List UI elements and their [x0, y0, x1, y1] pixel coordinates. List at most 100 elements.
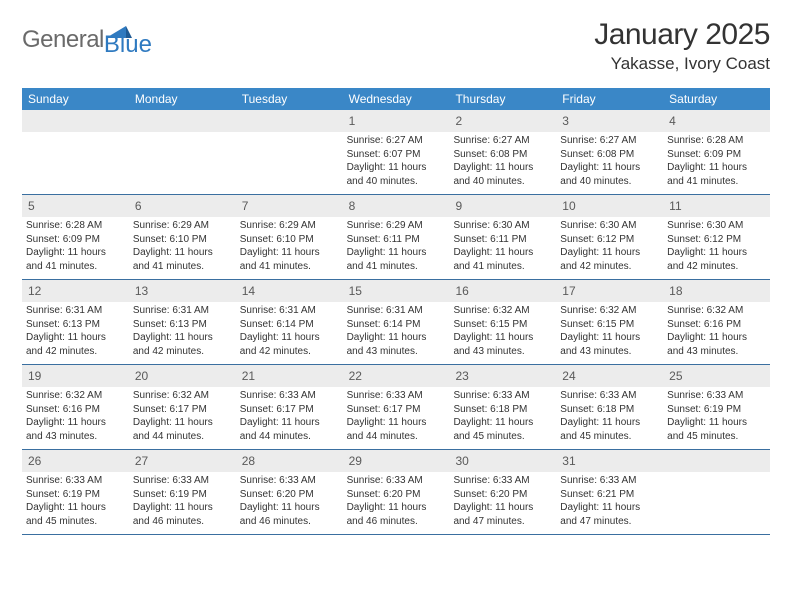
day-info: Sunrise: 6:33 AMSunset: 6:19 PMDaylight:…: [26, 474, 125, 528]
page-title: January 2025: [594, 18, 770, 52]
day-number: 21: [242, 369, 255, 383]
day-info: Sunrise: 6:32 AMSunset: 6:15 PMDaylight:…: [560, 304, 659, 358]
day-number: 7: [242, 199, 249, 213]
week-row: 1 Sunrise: 6:27 AMSunset: 6:07 PMDaylight…: [22, 110, 770, 195]
day-cell: 31 Sunrise: 6:33 AMSunset: 6:21 PMDayligh…: [556, 450, 663, 534]
day-cell: 5Sunrise: 6:28 AMSunset: 6:09 PMDaylight…: [22, 195, 129, 279]
day-info: Sunrise: 6:27 AMSunset: 6:08 PMDaylight:…: [453, 134, 552, 188]
day-cell: 21 Sunrise: 6:33 AMSunset: 6:17 PMDayligh…: [236, 365, 343, 449]
day-cell: 18 Sunrise: 6:32 AMSunset: 6:16 PMDayligh…: [663, 280, 770, 364]
day-number: 11: [669, 199, 681, 213]
day-header: Tuesday: [236, 88, 343, 110]
day-cell: 25 Sunrise: 6:33 AMSunset: 6:19 PMDayligh…: [663, 365, 770, 449]
day-header: Sunday: [22, 88, 129, 110]
day-cell: 24Sunrise: 6:33 AMSunset: 6:18 PMDayligh…: [556, 365, 663, 449]
header: General Blue January 2025 Yakasse, Ivory…: [22, 18, 770, 74]
day-info: Sunrise: 6:29 AMSunset: 6:10 PMDaylight:…: [240, 219, 339, 273]
day-header: Wednesday: [343, 88, 450, 110]
day-info: Sunrise: 6:30 AMSunset: 6:12 PMDaylight:…: [560, 219, 659, 273]
day-cell: [22, 110, 129, 194]
day-number: 17: [562, 284, 575, 298]
day-info: Sunrise: 6:28 AMSunset: 6:09 PMDaylight:…: [26, 219, 125, 273]
day-cell: [663, 450, 770, 534]
day-cell: 15 Sunrise: 6:31 AMSunset: 6:14 PMDayligh…: [343, 280, 450, 364]
day-cell: 1 Sunrise: 6:27 AMSunset: 6:07 PMDaylight…: [343, 110, 450, 194]
week-row: 12 Sunrise: 6:31 AMSunset: 6:13 PMDayligh…: [22, 280, 770, 365]
day-info: Sunrise: 6:27 AMSunset: 6:08 PMDaylight:…: [560, 134, 659, 188]
day-info: Sunrise: 6:31 AMSunset: 6:13 PMDaylight:…: [26, 304, 125, 358]
day-info: Sunrise: 6:33 AMSunset: 6:19 PMDaylight:…: [667, 389, 766, 443]
day-cell: 2 Sunrise: 6:27 AMSunset: 6:08 PMDaylight…: [449, 110, 556, 194]
day-number: 14: [242, 284, 255, 298]
day-number: 6: [135, 199, 142, 213]
day-info: Sunrise: 6:32 AMSunset: 6:16 PMDaylight:…: [667, 304, 766, 358]
day-cell: 7 Sunrise: 6:29 AMSunset: 6:10 PMDaylight…: [236, 195, 343, 279]
day-number: 1: [349, 114, 356, 128]
day-info: Sunrise: 6:30 AMSunset: 6:12 PMDaylight:…: [667, 219, 766, 273]
day-number: 23: [455, 369, 468, 383]
day-number: 4: [669, 114, 676, 128]
day-number: 18: [669, 284, 682, 298]
day-number: 16: [455, 284, 468, 298]
day-number: 20: [135, 369, 148, 383]
day-info: Sunrise: 6:31 AMSunset: 6:14 PMDaylight:…: [240, 304, 339, 358]
page-subtitle: Yakasse, Ivory Coast: [594, 54, 770, 74]
day-cell: 28Sunrise: 6:33 AMSunset: 6:20 PMDayligh…: [236, 450, 343, 534]
day-info: Sunrise: 6:32 AMSunset: 6:17 PMDaylight:…: [133, 389, 232, 443]
day-cell: 3 Sunrise: 6:27 AMSunset: 6:08 PMDaylight…: [556, 110, 663, 194]
day-number: 27: [135, 454, 148, 468]
day-number: 19: [28, 369, 41, 383]
day-header: Saturday: [663, 88, 770, 110]
day-number: 31: [562, 454, 575, 468]
day-cell: 6 Sunrise: 6:29 AMSunset: 6:10 PMDaylight…: [129, 195, 236, 279]
logo: General Blue: [22, 24, 152, 56]
day-cell: 10 Sunrise: 6:30 AMSunset: 6:12 PMDayligh…: [556, 195, 663, 279]
day-number: 29: [349, 454, 362, 468]
day-cell: 30 Sunrise: 6:33 AMSunset: 6:20 PMDayligh…: [449, 450, 556, 534]
day-number: 15: [349, 284, 362, 298]
day-cell: 16 Sunrise: 6:32 AMSunset: 6:15 PMDayligh…: [449, 280, 556, 364]
week-row: 26Sunrise: 6:33 AMSunset: 6:19 PMDayligh…: [22, 450, 770, 535]
day-number: 10: [562, 199, 575, 213]
calendar: SundayMondayTuesdayWednesdayThursdayFrid…: [22, 88, 770, 535]
day-cell: 19 Sunrise: 6:32 AMSunset: 6:16 PMDayligh…: [22, 365, 129, 449]
day-cell: 8Sunrise: 6:29 AMSunset: 6:11 PMDaylight…: [343, 195, 450, 279]
day-number: 22: [349, 369, 362, 383]
day-cell: 26Sunrise: 6:33 AMSunset: 6:19 PMDayligh…: [22, 450, 129, 534]
day-number: 24: [562, 369, 575, 383]
day-header: Thursday: [449, 88, 556, 110]
day-info: Sunrise: 6:29 AMSunset: 6:11 PMDaylight:…: [347, 219, 446, 273]
day-number: 3: [562, 114, 569, 128]
day-cell: [129, 110, 236, 194]
day-info: Sunrise: 6:29 AMSunset: 6:10 PMDaylight:…: [133, 219, 232, 273]
day-info: Sunrise: 6:33 AMSunset: 6:17 PMDaylight:…: [347, 389, 446, 443]
day-info: Sunrise: 6:33 AMSunset: 6:17 PMDaylight:…: [240, 389, 339, 443]
day-cell: 4Sunrise: 6:28 AMSunset: 6:09 PMDaylight…: [663, 110, 770, 194]
week-row: 19 Sunrise: 6:32 AMSunset: 6:16 PMDayligh…: [22, 365, 770, 450]
day-cell: 23 Sunrise: 6:33 AMSunset: 6:18 PMDayligh…: [449, 365, 556, 449]
day-info: Sunrise: 6:27 AMSunset: 6:07 PMDaylight:…: [347, 134, 446, 188]
day-number: 12: [28, 284, 41, 298]
day-info: Sunrise: 6:33 AMSunset: 6:21 PMDaylight:…: [560, 474, 659, 528]
day-info: Sunrise: 6:33 AMSunset: 6:20 PMDaylight:…: [347, 474, 446, 528]
day-cell: 20 Sunrise: 6:32 AMSunset: 6:17 PMDayligh…: [129, 365, 236, 449]
day-number: 2: [455, 114, 462, 128]
day-header-row: SundayMondayTuesdayWednesdayThursdayFrid…: [22, 88, 770, 110]
day-cell: 29 Sunrise: 6:33 AMSunset: 6:20 PMDayligh…: [343, 450, 450, 534]
day-cell: 22 Sunrise: 6:33 AMSunset: 6:17 PMDayligh…: [343, 365, 450, 449]
day-info: Sunrise: 6:33 AMSunset: 6:20 PMDaylight:…: [453, 474, 552, 528]
day-info: Sunrise: 6:32 AMSunset: 6:15 PMDaylight:…: [453, 304, 552, 358]
day-info: Sunrise: 6:33 AMSunset: 6:20 PMDaylight:…: [240, 474, 339, 528]
day-info: Sunrise: 6:32 AMSunset: 6:16 PMDaylight:…: [26, 389, 125, 443]
week-row: 5Sunrise: 6:28 AMSunset: 6:09 PMDaylight…: [22, 195, 770, 280]
day-number: 25: [669, 369, 682, 383]
day-header: Monday: [129, 88, 236, 110]
day-cell: 17 Sunrise: 6:32 AMSunset: 6:15 PMDayligh…: [556, 280, 663, 364]
day-number: 30: [455, 454, 468, 468]
day-info: Sunrise: 6:31 AMSunset: 6:14 PMDaylight:…: [347, 304, 446, 358]
day-cell: 13Sunrise: 6:31 AMSunset: 6:13 PMDayligh…: [129, 280, 236, 364]
day-cell: 11 Sunrise: 6:30 AMSunset: 6:12 PMDayligh…: [663, 195, 770, 279]
logo-text-general: General: [22, 26, 104, 54]
day-cell: 14 Sunrise: 6:31 AMSunset: 6:14 PMDayligh…: [236, 280, 343, 364]
day-info: Sunrise: 6:33 AMSunset: 6:18 PMDaylight:…: [453, 389, 552, 443]
